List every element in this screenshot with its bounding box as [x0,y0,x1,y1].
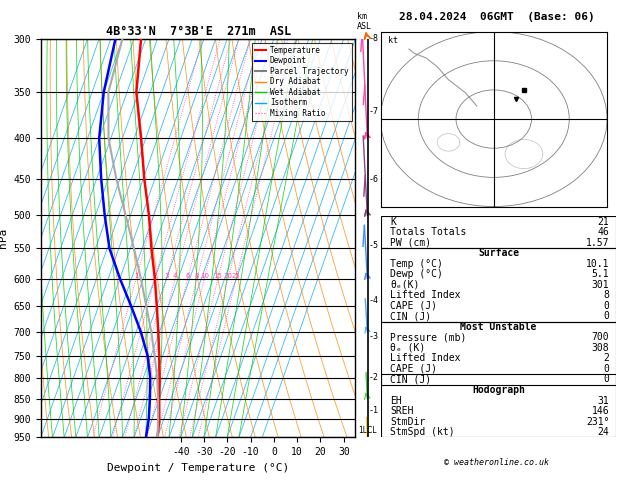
Text: 2: 2 [603,353,610,364]
Text: kt: kt [388,36,398,45]
Text: -8: -8 [369,35,379,43]
Text: -4: -4 [369,296,379,305]
Text: 10: 10 [200,273,209,278]
Text: CAPE (J): CAPE (J) [390,301,437,311]
Text: 28.04.2024  06GMT  (Base: 06): 28.04.2024 06GMT (Base: 06) [399,12,595,22]
Text: StmDir: StmDir [390,417,425,427]
Text: 146: 146 [592,406,610,416]
X-axis label: Dewpoint / Temperature (°C): Dewpoint / Temperature (°C) [107,463,289,473]
Text: Totals Totals: Totals Totals [390,227,466,237]
Text: 2: 2 [153,273,157,278]
Text: Most Unstable: Most Unstable [460,322,537,332]
Text: EH: EH [390,396,402,405]
Title: 4B°33'N  7°3B'E  271m  ASL: 4B°33'N 7°3B'E 271m ASL [106,25,291,38]
Text: Pressure (mb): Pressure (mb) [390,332,466,342]
Text: Dewp (°C): Dewp (°C) [390,269,443,279]
Text: 1: 1 [134,273,138,278]
Text: 15: 15 [214,273,223,278]
Text: 6: 6 [186,273,190,278]
Bar [381,374,616,437]
Text: PW (cm): PW (cm) [390,238,431,247]
Text: 10.1: 10.1 [586,259,610,269]
Text: Hodograph: Hodograph [472,385,525,395]
Text: 308: 308 [592,343,610,353]
Text: CIN (J): CIN (J) [390,375,431,384]
Text: Temp (°C): Temp (°C) [390,259,443,269]
Text: 25: 25 [231,273,240,278]
Text: -6: -6 [369,174,379,184]
Text: 1.57: 1.57 [586,238,610,247]
Text: Surface: Surface [478,248,519,258]
Bar [381,322,616,385]
Text: 20: 20 [224,273,233,278]
Text: K: K [390,217,396,226]
Text: 4: 4 [173,273,177,278]
Text: 0: 0 [603,301,610,311]
Text: 3: 3 [164,273,169,278]
Text: StmSpd (kt): StmSpd (kt) [390,427,455,437]
Text: 5.1: 5.1 [592,269,610,279]
Text: θₑ (K): θₑ (K) [390,343,425,353]
Text: -1: -1 [369,406,379,416]
Text: -3: -3 [369,332,379,341]
Text: 31: 31 [598,396,610,405]
Text: CIN (J): CIN (J) [390,312,431,321]
Text: θₑ(K): θₑ(K) [390,280,420,290]
Text: -5: -5 [369,241,379,250]
Text: © weatheronline.co.uk: © weatheronline.co.uk [445,457,549,467]
Text: 301: 301 [592,280,610,290]
Text: 700: 700 [592,332,610,342]
Bar [381,248,616,322]
Text: 8: 8 [603,290,610,300]
Text: km
ASL: km ASL [357,12,372,31]
Text: Lifted Index: Lifted Index [390,353,460,364]
Text: 21: 21 [598,217,610,226]
Y-axis label: hPa: hPa [0,228,8,248]
Text: SREH: SREH [390,406,413,416]
Text: 46: 46 [598,227,610,237]
Text: 0: 0 [603,375,610,384]
Bar [381,216,616,248]
Text: 0: 0 [603,312,610,321]
Text: 0: 0 [603,364,610,374]
Text: 8: 8 [195,273,199,278]
Text: -7: -7 [369,107,379,116]
Text: -2: -2 [369,373,379,382]
Legend: Temperature, Dewpoint, Parcel Trajectory, Dry Adiabat, Wet Adiabat, Isotherm, Mi: Temperature, Dewpoint, Parcel Trajectory… [252,43,352,121]
Text: Lifted Index: Lifted Index [390,290,460,300]
Text: 24: 24 [598,427,610,437]
Text: 1LCL: 1LCL [359,426,377,434]
Text: CAPE (J): CAPE (J) [390,364,437,374]
Text: 231°: 231° [586,417,610,427]
